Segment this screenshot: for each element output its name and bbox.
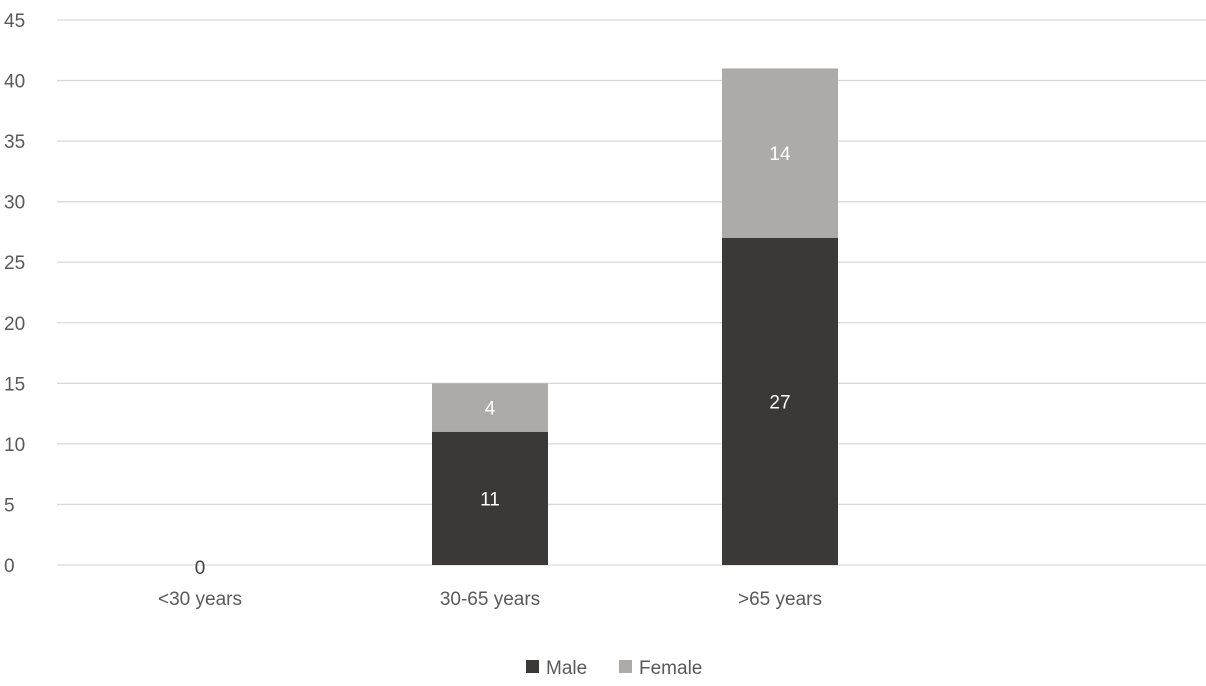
y-tick-label: 25 (4, 253, 25, 274)
bar-male (432, 431, 548, 565)
y-tick-label: 20 (4, 314, 25, 335)
data-label: 11 (480, 489, 500, 510)
data-label: 27 (769, 393, 790, 414)
bars (432, 68, 838, 565)
y-tick-label: 5 (4, 495, 15, 516)
gridlines (57, 19, 1206, 566)
legend-label-female: Female (639, 658, 702, 679)
x-tick-label: <30 years (158, 589, 242, 610)
bar-female (722, 68, 838, 238)
x-axis: <30 years 30-65 years >65 years (158, 589, 822, 610)
y-tick-label: 45 (4, 11, 25, 32)
x-tick-label: >65 years (738, 589, 822, 610)
y-tick-label: 0 (4, 556, 15, 577)
data-label: 14 (769, 144, 791, 165)
y-tick-label: 15 (4, 374, 25, 395)
y-tick-label: 35 (4, 132, 25, 153)
data-label: 4 (485, 399, 496, 420)
legend: Male Female (526, 658, 702, 679)
y-tick-label: 40 (4, 72, 25, 93)
legend-swatch-female (619, 660, 632, 673)
legend-swatch-male (526, 660, 539, 673)
y-tick-label: 30 (4, 193, 25, 214)
x-tick-label: 30-65 years (440, 589, 540, 610)
y-tick-label: 10 (4, 435, 25, 456)
data-label: 0 (195, 558, 206, 579)
data-labels: 0 11 4 27 14 (195, 144, 791, 579)
bar-female (432, 383, 548, 432)
y-axis: 0 5 10 15 20 25 30 35 40 45 (4, 11, 25, 577)
bar-male (722, 238, 838, 565)
legend-label-male: Male (546, 658, 587, 679)
